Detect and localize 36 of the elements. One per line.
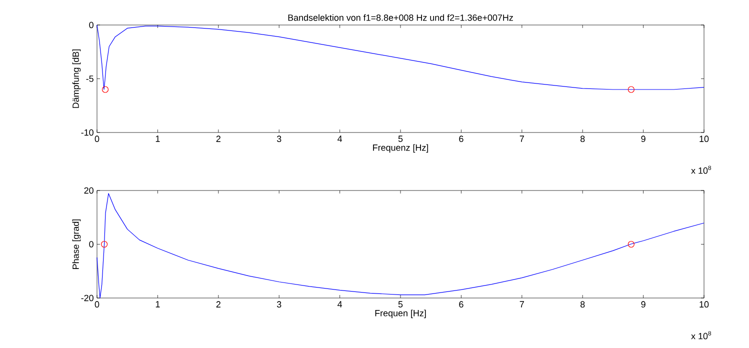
x-tick-label: 6 bbox=[459, 136, 464, 142]
x-axis-title: Frequenz [Hz] bbox=[373, 144, 428, 153]
x-tick-label: 10 bbox=[700, 301, 709, 308]
chart-title: Bandselektion von f1=8.8e+008 Hz und f2=1.36e+007Hz bbox=[288, 14, 513, 21]
x-tick-label: 8 bbox=[580, 136, 585, 142]
x-tick-label: 4 bbox=[338, 301, 342, 308]
y-tick-label: -10 bbox=[81, 129, 94, 136]
text: x 10$^{8}$ bbox=[691, 331, 712, 340]
x-tick-label: 9 bbox=[641, 301, 646, 308]
x-tick-label: 10 bbox=[700, 136, 709, 142]
x-tick-label: 3 bbox=[276, 136, 282, 142]
x-tick-label: 4 bbox=[338, 136, 342, 142]
x-tick-label: 1 bbox=[156, 136, 160, 142]
x-tick-label: 9 bbox=[641, 136, 646, 142]
y-axis-title: Phase [grad] bbox=[72, 219, 81, 269]
x-tick-label: 8 bbox=[580, 301, 585, 308]
y-tick-label: -20 bbox=[81, 294, 94, 302]
y-tick-label: -5 bbox=[86, 76, 94, 82]
text: x 10$^{8}$ bbox=[691, 166, 712, 174]
x-tick-label: 0 bbox=[94, 136, 100, 142]
x-tick-label: 1 bbox=[156, 301, 160, 308]
x-tick-label: 7 bbox=[520, 301, 524, 308]
x-tick-label: 5 bbox=[398, 301, 403, 308]
y-tick-label: 20 bbox=[84, 187, 94, 194]
y-tick-label: 0 bbox=[89, 241, 94, 248]
x-tick-label: 6 bbox=[459, 301, 464, 308]
line-series bbox=[96, 193, 704, 298]
x-tick-label: 2 bbox=[216, 136, 220, 142]
x-tick-label: 2 bbox=[216, 301, 220, 308]
x-tick-label: 7 bbox=[520, 136, 524, 142]
x-tick-label: 3 bbox=[276, 301, 282, 308]
x-tick-label: 0 bbox=[94, 301, 100, 308]
y-tick-label: 0 bbox=[89, 22, 94, 28]
y-axis-title: Dämpfung [dB] bbox=[72, 49, 81, 108]
x-axis-title: Frequen [Hz] bbox=[375, 310, 426, 318]
x-tick-label: 5 bbox=[398, 136, 403, 142]
